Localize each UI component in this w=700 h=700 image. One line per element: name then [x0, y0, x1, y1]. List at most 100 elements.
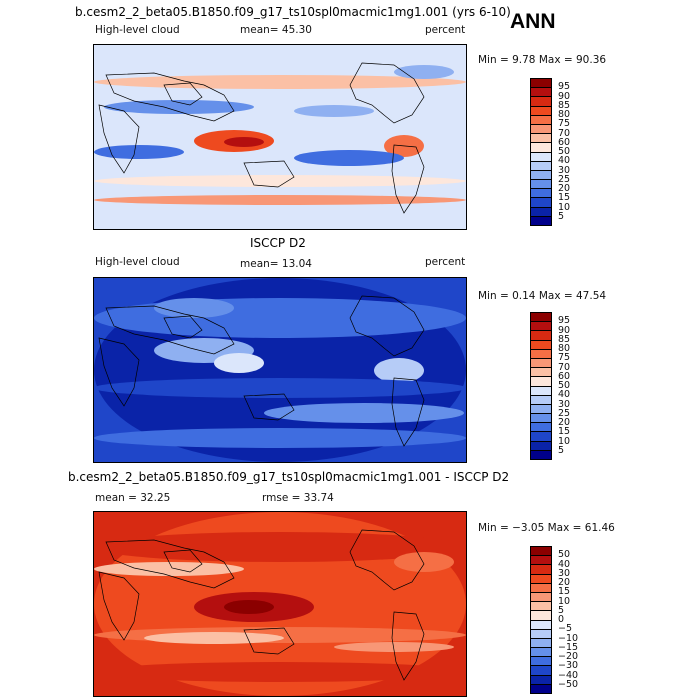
coastline [243, 627, 295, 655]
colorbar-tick-label: 10 [558, 435, 571, 447]
colorbar-tick-label: −15 [558, 641, 579, 653]
colorbar-tick-label: 70 [558, 361, 571, 373]
colorbar-tick-label: 85 [558, 333, 571, 345]
panel2-colorbar-labels: 95 90 85 80 75 70 60 50 40 30 25 20 15 10 5 [558, 312, 588, 460]
colorbar-segment [531, 115, 551, 125]
contour-region [374, 358, 424, 383]
colorbar-segment [531, 134, 551, 144]
colorbar-segment [531, 331, 551, 341]
colorbar-segment [531, 629, 551, 639]
colorbar-segment [531, 675, 551, 685]
colorbar-segment [531, 170, 551, 181]
colorbar-segment [531, 547, 551, 557]
colorbar-tick-label: 5 [558, 604, 565, 616]
contour-region [94, 428, 466, 448]
contour-region [94, 562, 244, 576]
contour-region [94, 378, 466, 398]
colorbar-tick-label: 75 [558, 352, 571, 364]
panel2-map [93, 277, 467, 463]
colorbar-tick-label: 95 [558, 81, 571, 93]
colorbar-segment [531, 313, 551, 323]
colorbar-tick-label: 10 [558, 595, 571, 607]
colorbar-tick-label: 30 [558, 567, 571, 579]
coastline [349, 62, 425, 124]
colorbar-segment [531, 189, 551, 199]
colorbar-tick-label: −10 [558, 632, 579, 644]
coastline [98, 571, 140, 641]
colorbar-segment [531, 638, 551, 649]
panel2-mean: mean= 13.04 [240, 258, 312, 270]
colorbar-tick-label: 75 [558, 118, 571, 130]
coastline [163, 549, 203, 573]
colorbar-segment [531, 161, 551, 171]
panel1-colorbar [530, 78, 552, 226]
panel2-colorbar [530, 312, 552, 460]
colorbar-tick-label: 40 [558, 558, 571, 570]
colorbar-tick-label: 20 [558, 417, 571, 428]
contour-region [154, 298, 234, 318]
colorbar-segment [531, 97, 551, 107]
colorbar-tick-label: 40 [558, 389, 571, 401]
contour-region [94, 75, 466, 89]
panel2-min-max: Min = 0.14 Max = 47.54 [478, 290, 607, 302]
panel1-map [93, 44, 467, 230]
colorbar-tick-label: 15 [558, 586, 571, 598]
season-label: ANN [510, 10, 556, 33]
colorbar-tick-label: 80 [558, 109, 571, 120]
contour-region [214, 353, 264, 373]
panel1-min-max: Min = 9.78 Max = 90.36 [478, 54, 607, 66]
colorbar-segment [531, 152, 551, 162]
colorbar-segment [531, 207, 551, 217]
panel3-title: b.cesm2_2_beta05.B1850.f09_g17_ts10spl0m… [68, 470, 510, 484]
colorbar-segment [531, 88, 551, 98]
coastline [105, 539, 235, 589]
contour-region [334, 642, 454, 652]
colorbar-tick-label: 60 [558, 136, 571, 148]
colorbar-tick-label: 60 [558, 370, 571, 382]
colorbar-tick-label: 5 [558, 444, 565, 456]
coastline [349, 295, 425, 357]
colorbar-tick-label: 40 [558, 155, 571, 167]
colorbar-segment [531, 368, 551, 378]
contour-region [224, 137, 264, 147]
colorbar-segment [531, 198, 551, 208]
colorbar-segment [531, 666, 551, 676]
contour-region [264, 403, 464, 423]
contour-region [144, 632, 284, 644]
panel3-mean: mean = 32.25 [95, 492, 171, 504]
coastline [349, 529, 425, 591]
panel3-map [93, 511, 467, 697]
coastline [243, 160, 295, 188]
colorbar-tick-label: 30 [558, 398, 571, 410]
colorbar-tick-label: 90 [558, 90, 571, 102]
colorbar-tick-label: 90 [558, 324, 571, 336]
colorbar-tick-label: 70 [558, 127, 571, 139]
panel2-units: percent [425, 256, 466, 268]
colorbar-tick-label: −5 [558, 623, 573, 635]
colorbar-tick-label: −40 [558, 669, 579, 681]
colorbar-segment [531, 592, 551, 603]
coastline [163, 315, 203, 339]
colorbar-segment [531, 450, 551, 459]
colorbar-segment [531, 322, 551, 332]
colorbar-segment [531, 611, 551, 621]
coastline [98, 104, 140, 174]
colorbar-tick-label: 15 [558, 192, 571, 204]
contour-region [94, 175, 466, 187]
colorbar-tick-label: 20 [558, 183, 571, 194]
panel1-mean: mean= 45.30 [240, 24, 312, 36]
contour-region [94, 298, 466, 338]
colorbar-tick-label: −50 [558, 678, 579, 690]
contour-region [294, 150, 404, 166]
colorbar-tick-label: −30 [558, 660, 579, 672]
colorbar-tick-label: 95 [558, 315, 571, 327]
colorbar-tick-label: 20 [558, 577, 571, 588]
coastline [391, 144, 425, 214]
colorbar-tick-label: 5 [558, 210, 565, 222]
colorbar-segment [531, 657, 551, 667]
coastline [243, 393, 295, 421]
colorbar-segment [531, 349, 551, 359]
coastline [391, 377, 425, 447]
panel3-colorbar [530, 546, 552, 694]
colorbar-segment [531, 106, 551, 116]
